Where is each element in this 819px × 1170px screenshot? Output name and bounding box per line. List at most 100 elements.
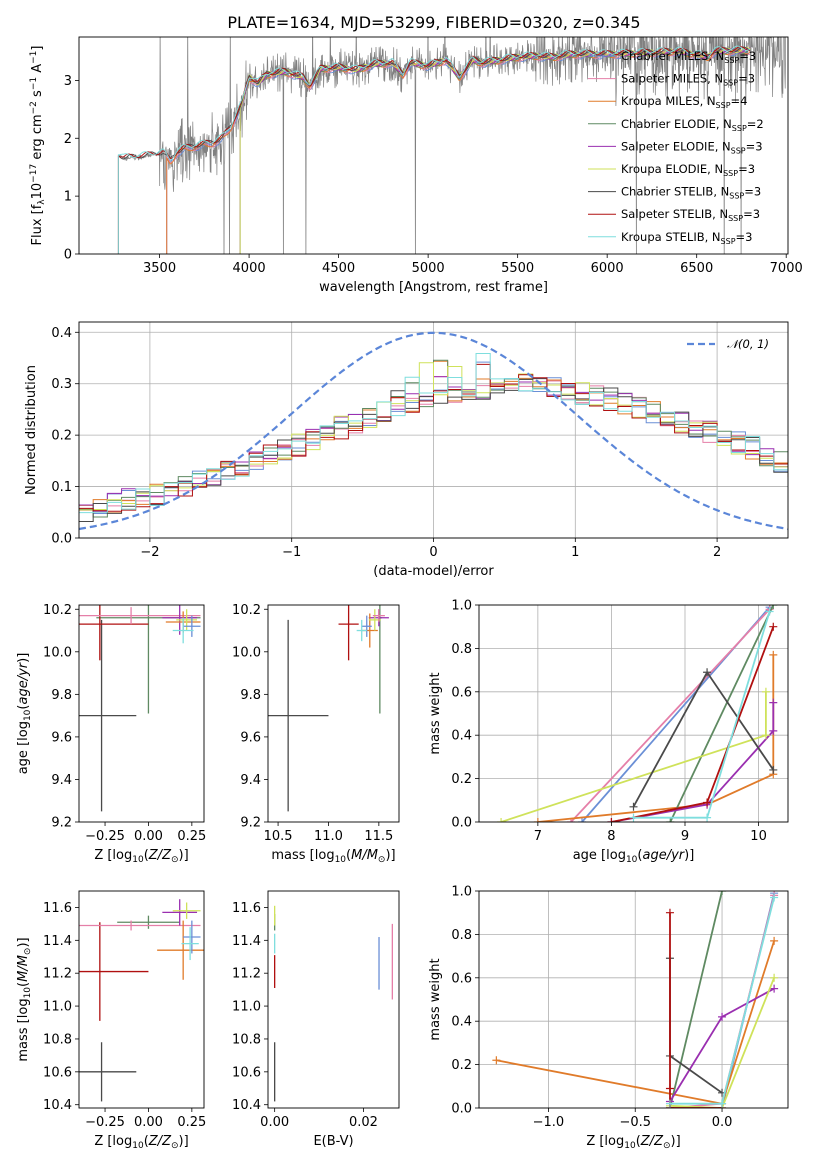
y-tick-label: 0.4 xyxy=(451,1015,472,1030)
label-part: E(B-V) xyxy=(313,1134,353,1149)
y-tick-label: 3 xyxy=(64,74,72,89)
legend-label-kroupa_miles: Kroupa MILES, NSSP=4 xyxy=(621,94,747,110)
legend-text: Chabrier ELODIE, N xyxy=(621,117,732,131)
x-tick-label: 10 xyxy=(750,829,767,844)
legend-suffix: =3 xyxy=(744,185,761,199)
legend-label-kroupa_elodie: Kroupa ELODIE, NSSP=3 xyxy=(621,162,755,178)
axes-frame xyxy=(478,890,789,1109)
legend-label-normal: 𝒩(0, 1) xyxy=(727,337,769,351)
legend-sub: SSP xyxy=(721,237,736,246)
series-marker-salpeter_stelib xyxy=(769,622,778,631)
label-part: s xyxy=(30,90,45,101)
y-tick-label: 0 xyxy=(64,248,72,263)
legend-text: Salpeter MILES, N xyxy=(621,72,723,86)
label-part: age/yr xyxy=(642,848,685,863)
series-marker-chabrier_stelib xyxy=(769,765,778,774)
residuals-axes: −2 −1 0 1 2 0.0 0.1 0.2 0.3 0.4 (data-model)/error… xyxy=(24,321,789,579)
series-marker-kroupa_stelib xyxy=(718,1099,727,1108)
label-part: )] xyxy=(671,1134,681,1149)
series-line-salpeter_stelib xyxy=(669,912,722,1108)
series-marker-kroupa_miles xyxy=(769,650,778,659)
legend-suffix: =2 xyxy=(747,117,764,131)
age_vs_Z-points xyxy=(79,605,201,812)
x-tick-label: 11.5 xyxy=(364,829,393,844)
y-tick-label: 0.4 xyxy=(51,326,72,341)
series-marker-kroupa_miles xyxy=(533,818,542,822)
series-line-kroupa_stelib xyxy=(633,611,771,819)
series-marker-kroupa_elodie xyxy=(770,973,779,982)
label-part: ( xyxy=(346,848,351,863)
label-part: )] xyxy=(385,848,395,863)
y-tick-label: 10.4 xyxy=(232,1098,261,1113)
y-tick-label: 10.0 xyxy=(43,645,72,660)
y-tick-label: 9.6 xyxy=(240,730,261,745)
series-marker-salpeter_stelib xyxy=(607,818,616,822)
y-tick-label: 0.2 xyxy=(451,1058,472,1073)
y-tick-label: 1 xyxy=(64,190,72,205)
series-marker-salpeter_stelib xyxy=(665,908,674,917)
label-part: mass weight xyxy=(428,672,443,754)
y-tick-label: 11.2 xyxy=(43,967,72,982)
x-tick-label: 4500 xyxy=(322,261,355,276)
label-part: wavelength [Angstrom, rest frame] xyxy=(319,280,548,295)
model-spectrum-salpeter_elodie xyxy=(239,47,751,254)
legend-suffix: =3 xyxy=(738,162,755,176)
histogram-steps xyxy=(79,331,788,531)
legend-text: Kroupa STELIB, N xyxy=(621,230,721,244)
label-part: ⊙ xyxy=(23,948,33,956)
axes-frame xyxy=(267,604,400,823)
x-axis-label: wavelength [Angstrom, rest frame] xyxy=(319,280,548,295)
y-tick-label: 10.8 xyxy=(43,1032,72,1047)
y-tick-label: 9.8 xyxy=(51,688,72,703)
series-marker-chabrier_stelib xyxy=(629,802,638,811)
y-tick-label: 0.0 xyxy=(451,816,472,831)
x-tick-label: 0.02 xyxy=(349,1115,378,1130)
axes-frame xyxy=(78,321,789,539)
y-tick-label: 11.6 xyxy=(232,901,261,916)
x-axis-label: Z [log10(Z/Z⊙)] xyxy=(586,1134,680,1151)
y-tick-label: 2 xyxy=(64,132,72,147)
label-part: age/yr xyxy=(16,661,31,704)
histogram-kroupa_elodie xyxy=(79,362,788,511)
label-part: ⊙ xyxy=(663,1141,671,1151)
mass_vs_Z-axes: −0.25 0.00 0.25 10.4 10.6 10.8 11.0 11.2 11.4 11.… xyxy=(16,890,206,1151)
label-part: ] xyxy=(30,46,45,51)
label-part: Flux [f xyxy=(30,204,45,245)
mass_vs_EBV-axes: 0.00 0.02 10.4 10.6 10.8 11.0 11.2 11.4 11.6 E(B-… xyxy=(232,890,400,1149)
series-marker-chabrier_stelib xyxy=(703,668,712,677)
legend-sub: SSP xyxy=(723,169,738,178)
x-axis-label: Z [log10(Z/Z⊙)] xyxy=(94,1134,188,1151)
legend-sub: SSP xyxy=(724,56,739,65)
series-marker-chabrier_elodie xyxy=(769,605,778,609)
y-tick-label: 0.0 xyxy=(451,1102,472,1117)
x-tick-label: 0.00 xyxy=(134,1115,163,1130)
y-axis-label: Normed distribution xyxy=(24,365,39,495)
x-tick-label: 0.00 xyxy=(260,1115,289,1130)
y-tick-label: 9.2 xyxy=(240,816,261,831)
y-tick-label: 10.2 xyxy=(232,603,261,618)
y-axis-label: mass weight xyxy=(428,672,443,754)
series-marker-chabrier_miles xyxy=(578,818,586,822)
x-tick-label: 0.00 xyxy=(134,829,163,844)
legend-suffix: =4 xyxy=(731,94,748,108)
label-part: mass [log xyxy=(16,998,31,1061)
axes-frame xyxy=(267,890,400,1109)
label-part: M/M xyxy=(16,955,31,982)
series-line-salpeter_elodie xyxy=(611,702,775,822)
label-part: 10 xyxy=(30,183,45,200)
legend-label-chabrier_stelib: Chabrier STELIB, NSSP=3 xyxy=(621,185,761,201)
series-marker-salpeter_elodie xyxy=(769,726,778,735)
y-tick-label: 11.0 xyxy=(232,1000,261,1015)
label-part: ( xyxy=(16,705,31,710)
mass_vs_EBV-points xyxy=(274,905,393,1102)
histogram-salpeter_stelib xyxy=(79,363,788,512)
legend-sub: SSP xyxy=(731,146,746,155)
legend-label-kroupa_stelib: Kroupa STELIB, NSSP=3 xyxy=(621,230,752,246)
label-part: Normed distribution xyxy=(24,365,39,495)
x-tick-label: 11.0 xyxy=(314,829,343,844)
x-tick-label: 2 xyxy=(713,545,721,560)
x-tick-label: 1 xyxy=(571,545,579,560)
histogram-salpeter_miles xyxy=(79,375,788,513)
